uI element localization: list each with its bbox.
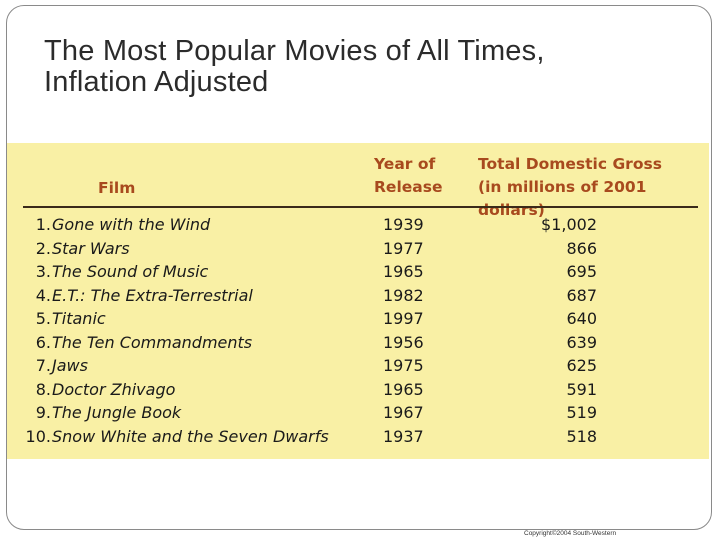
slide-title-line-2: Inflation Adjusted [44,66,269,98]
table-row: 2. Star Wars 1977 866 [7,239,709,263]
gross-cell: $1,002 [541,215,597,234]
year-cell: 1982 [383,285,424,305]
year-cell: 1937 [383,426,424,446]
film-cell: The Ten Commandments [52,332,253,352]
film-cell: Star Wars [52,238,130,258]
column-header-film: Film [98,179,136,197]
column-header-year-line-1: Year of [374,155,436,173]
movies-table: Film Year of Release Total Domestic Gros… [7,143,709,459]
rank-cell: 8. [35,379,51,399]
year-cell: 1997 [383,309,424,328]
table-row: 4. E.T.: The Extra-Terrestrial 1982 687 [7,286,709,310]
column-header-gross-line-2: (in millions of 2001 dollars) [478,178,647,219]
gross-cell: 640 [566,309,597,328]
year-cell: 1975 [383,356,424,375]
column-header-year-line-2: Release [374,178,443,196]
film-cell: Snow White and the Seven Dwarfs [52,426,329,446]
table-row: 1. Gone with the Wind 1939 $1,002 [7,215,709,239]
column-header-gross: Total Domestic Gross (in millions of 200… [478,153,709,222]
table-row: 10. Snow White and the Seven Dwarfs 1937… [7,427,709,451]
year-cell: 1965 [383,379,424,399]
film-cell: Gone with the Wind [52,215,211,234]
film-cell: Jaws [52,356,88,375]
column-header-year: Year of Release [374,153,442,199]
gross-cell: 591 [566,379,597,399]
year-cell: 1965 [383,262,424,281]
film-cell: The Sound of Music [52,262,209,281]
rank-cell: 1. [35,215,51,234]
film-cell: E.T.: The Extra-Terrestrial [52,285,253,305]
gross-cell: 518 [566,426,597,446]
year-cell: 1956 [383,332,424,352]
gross-cell: 695 [566,262,597,281]
rank-cell: 7. [35,356,51,375]
year-cell: 1939 [383,215,424,234]
year-cell: 1977 [383,238,424,258]
table-row: 7. Jaws 1975 625 [7,356,709,380]
header-divider [23,206,698,208]
gross-cell: 625 [566,356,597,375]
column-header-gross-line-1: Total Domestic Gross [478,155,662,173]
film-cell: Doctor Zhivago [52,379,176,399]
table-row: 6. The Ten Commandments 1956 639 [7,333,709,357]
rank-cell: 3. [35,262,51,281]
rank-cell: 4. [35,285,51,305]
year-cell: 1967 [383,403,424,422]
table-row: 8. Doctor Zhivago 1965 591 [7,380,709,404]
film-cell: Titanic [52,309,106,328]
gross-cell: 687 [566,285,597,305]
gross-cell: 519 [566,403,597,422]
gross-cell: 639 [566,332,597,352]
table-row: 3. The Sound of Music 1965 695 [7,262,709,286]
rank-cell: 9. [35,403,51,422]
table-body: 1. Gone with the Wind 1939 $1,002 2. Sta… [7,215,709,450]
film-cell: The Jungle Book [52,403,182,422]
slide-title-line-1: The Most Popular Movies of All Times, [44,35,545,67]
rank-cell: 2. [35,238,51,258]
rank-cell: 6. [35,332,51,352]
table-row: 5. Titanic 1997 640 [7,309,709,333]
table-row: 9. The Jungle Book 1967 519 [7,403,709,427]
rank-cell: 5. [35,309,51,328]
rank-cell: 10. [25,426,51,446]
gross-cell: 866 [566,238,597,258]
copyright-notice: Copyright©2004 South-Western [524,530,617,537]
slide-title: The Most Popular Movies of All Times, In… [44,36,684,98]
